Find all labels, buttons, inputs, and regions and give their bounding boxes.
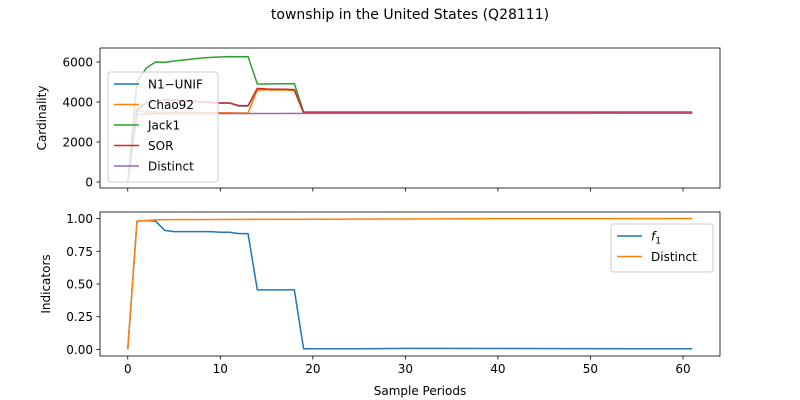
panel-indicators: 0 10 20 30 40 50 60 0.00 0.25 0.50 0.75 1.00 Indicat… bbox=[39, 211, 721, 398]
y-tick-label: 0.50 bbox=[66, 278, 93, 292]
x-axis-label: Sample Periods bbox=[374, 384, 466, 398]
y-tick-label: 0.00 bbox=[66, 343, 93, 357]
panel-cardinality: 0 2000 4000 6000 Cardinality N1−UNIF Chao92 Jac… bbox=[35, 47, 721, 192]
axes-frame bbox=[99, 47, 721, 189]
x-tick-label: 10 bbox=[213, 362, 228, 376]
series-line-jack1 bbox=[127, 55, 693, 183]
legend-label: SOR bbox=[148, 139, 173, 153]
y-axis-label: Cardinality bbox=[35, 86, 49, 151]
y-tick-label: 4000 bbox=[62, 96, 93, 110]
legend-label: Distinct bbox=[148, 160, 194, 174]
series-line-distinct bbox=[127, 217, 693, 350]
legend-label: Jack1 bbox=[147, 119, 180, 133]
x-tick-label: 30 bbox=[398, 362, 413, 376]
x-tick-label: 0 bbox=[124, 362, 132, 376]
y-tick-label: 1.00 bbox=[66, 212, 93, 226]
y-tick-label: 6000 bbox=[62, 56, 93, 70]
legend: N1−UNIF Chao92 Jack1 SOR Distinct bbox=[107, 71, 219, 183]
y-tick-label: 0 bbox=[85, 176, 93, 190]
legend-label: N1−UNIF bbox=[148, 78, 203, 92]
legend-label: Distinct bbox=[651, 250, 697, 264]
x-tick-label: 50 bbox=[583, 362, 598, 376]
figure-title: township in the United States (Q28111) bbox=[271, 7, 549, 23]
legend: f1 Distinct bbox=[610, 223, 714, 273]
y-tick-label: 2000 bbox=[62, 136, 93, 150]
legend-box bbox=[107, 71, 219, 183]
x-tick-label: 20 bbox=[305, 362, 320, 376]
series-line-f1 bbox=[127, 219, 693, 350]
y-tick-label: 0.25 bbox=[66, 310, 93, 324]
x-tick-label: 60 bbox=[675, 362, 690, 376]
legend-label: f1 bbox=[651, 230, 661, 247]
y-tick-label: 0.75 bbox=[66, 245, 93, 259]
x-tick-label: 40 bbox=[490, 362, 505, 376]
legend-box bbox=[610, 223, 714, 273]
y-axis-label: Indicators bbox=[39, 254, 53, 313]
legend-label: Chao92 bbox=[148, 98, 194, 112]
